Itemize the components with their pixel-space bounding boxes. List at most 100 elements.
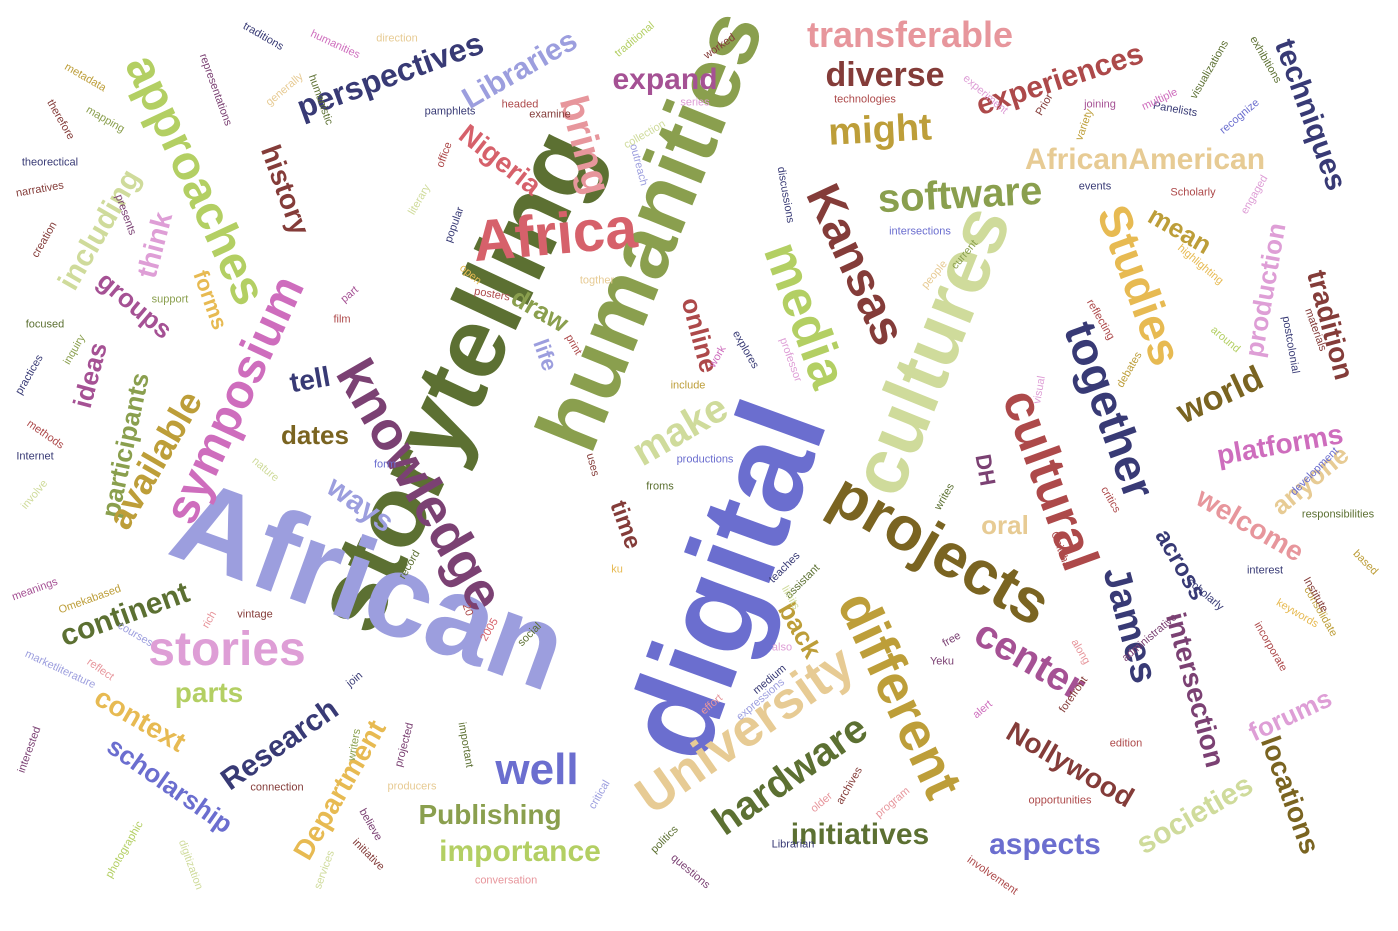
word-joining: joining bbox=[1084, 98, 1116, 111]
word-explores: explores bbox=[729, 328, 762, 371]
word-stories: stories bbox=[148, 623, 306, 676]
word-humanities: humanities bbox=[308, 27, 362, 62]
word-photographic: photographic bbox=[103, 819, 146, 881]
word-involvement: involvement bbox=[964, 853, 1020, 898]
word-interest: interest bbox=[1246, 564, 1284, 577]
word-support: support bbox=[151, 293, 189, 306]
word-froms: froms bbox=[646, 480, 674, 493]
word-publishing: Publishing bbox=[418, 799, 562, 830]
word-mapping: mapping bbox=[83, 103, 127, 136]
word-intersection: intersection bbox=[1159, 609, 1231, 771]
word-literary: literary bbox=[406, 182, 434, 218]
word-involve: involve bbox=[19, 477, 51, 512]
word-locations: locations bbox=[1254, 731, 1327, 858]
word-important: important bbox=[455, 721, 476, 769]
word-transferable: transferable bbox=[806, 14, 1014, 55]
word-connection: connection bbox=[250, 781, 304, 794]
word-examine: examine bbox=[529, 108, 571, 121]
word-series: series bbox=[680, 96, 710, 109]
word-importance: importance bbox=[439, 835, 601, 868]
word-internet: Internet bbox=[16, 450, 54, 463]
word-togther: togther bbox=[579, 274, 615, 287]
word-world: world bbox=[1170, 358, 1270, 432]
word-events: events bbox=[1078, 180, 1112, 193]
word-metadata: metadata bbox=[62, 60, 109, 95]
word-postcolonial: postcolonial bbox=[1279, 315, 1302, 375]
word-direction: direction bbox=[376, 32, 418, 45]
word-engaged: engaged bbox=[1238, 173, 1271, 217]
word-history: history bbox=[254, 140, 317, 239]
word-africanamerican: AfricanAmerican bbox=[1024, 143, 1266, 176]
word-questions: questions bbox=[668, 851, 713, 892]
word-forums: forums bbox=[1243, 682, 1337, 748]
word-opportunities: opportunities bbox=[1028, 794, 1092, 807]
word-tell: tell bbox=[287, 360, 333, 399]
word-program: program bbox=[873, 784, 913, 821]
word-alert: alert bbox=[970, 698, 995, 722]
word-join: join bbox=[344, 669, 366, 690]
word-techniques: techniques bbox=[1267, 34, 1354, 195]
word-form: form bbox=[374, 458, 396, 471]
word-creation: creation bbox=[29, 219, 60, 260]
word-conversation: conversation bbox=[474, 874, 538, 887]
word-include: include bbox=[670, 379, 706, 392]
word-discussions: discussions bbox=[774, 165, 797, 224]
word-librarian: Librarian bbox=[771, 838, 815, 851]
word-therefore: therefore bbox=[44, 97, 77, 142]
word-meanings: meanings bbox=[10, 575, 60, 604]
word-dates: dates bbox=[281, 420, 349, 450]
word-film: film bbox=[333, 313, 351, 326]
word-traditions: traditions bbox=[240, 20, 286, 53]
word-office: office bbox=[434, 140, 455, 170]
word-might: might bbox=[827, 106, 933, 154]
word-also: also bbox=[771, 641, 793, 654]
word-visualizations: visualizations bbox=[1188, 38, 1232, 102]
word-responsibilities: responsibilities bbox=[1301, 508, 1375, 521]
word-initiative: initiative bbox=[350, 836, 387, 873]
word-think: think bbox=[130, 208, 179, 282]
word-aspects: aspects bbox=[989, 828, 1101, 861]
word-theorectical: theorectical bbox=[21, 156, 79, 169]
word-expand: expand bbox=[612, 63, 718, 96]
word-digitization: digitization bbox=[175, 838, 205, 892]
word-pamphlets: pamphlets bbox=[424, 105, 476, 118]
word-focused: focused bbox=[25, 318, 65, 331]
word-scholarly: Scholarly bbox=[1170, 186, 1216, 199]
word-incorporate: incorporate bbox=[1251, 619, 1290, 674]
word-practices: practices bbox=[13, 352, 46, 397]
word-free: free bbox=[940, 629, 963, 650]
word-vintage: vintage bbox=[237, 608, 273, 621]
word-intersections: intersections bbox=[889, 225, 951, 238]
word-well: well bbox=[495, 745, 579, 794]
word-variety: variety bbox=[1073, 107, 1096, 143]
word-software: software bbox=[876, 168, 1044, 222]
word-production: production bbox=[1238, 220, 1292, 360]
word-recognize: recognize bbox=[1217, 96, 1262, 137]
word-technologies: technologies bbox=[834, 93, 896, 106]
word-africa: Africa bbox=[470, 194, 640, 275]
word-based: based bbox=[1350, 547, 1381, 578]
word-initiatives: initiatives bbox=[790, 818, 930, 851]
word-yeku: Yeku bbox=[929, 655, 955, 668]
word-writes: writes bbox=[932, 481, 957, 513]
word-headed: headed bbox=[501, 98, 539, 111]
word-marketliterature: marketliterature bbox=[23, 647, 98, 692]
word-part: part bbox=[338, 283, 361, 306]
word-edition: edition bbox=[1109, 737, 1143, 750]
word-oral: oral bbox=[981, 510, 1029, 540]
word-narratives: narratives bbox=[15, 179, 65, 200]
word-archives: archives bbox=[834, 765, 866, 807]
word-societies: societies bbox=[1130, 768, 1259, 861]
word-projected: projected bbox=[392, 721, 417, 769]
word-interested: interested bbox=[15, 725, 44, 775]
word-productions: productions bbox=[676, 453, 734, 466]
word-ku: ku bbox=[611, 563, 623, 576]
word-critical: critical bbox=[586, 778, 613, 812]
word-older: older bbox=[808, 790, 835, 816]
word-dh: DH bbox=[970, 452, 1001, 488]
word-traditional: traditional bbox=[612, 19, 657, 60]
word-diverse: diverse bbox=[825, 56, 945, 94]
word-parts: parts bbox=[174, 677, 244, 708]
word-around: around bbox=[1208, 324, 1243, 356]
